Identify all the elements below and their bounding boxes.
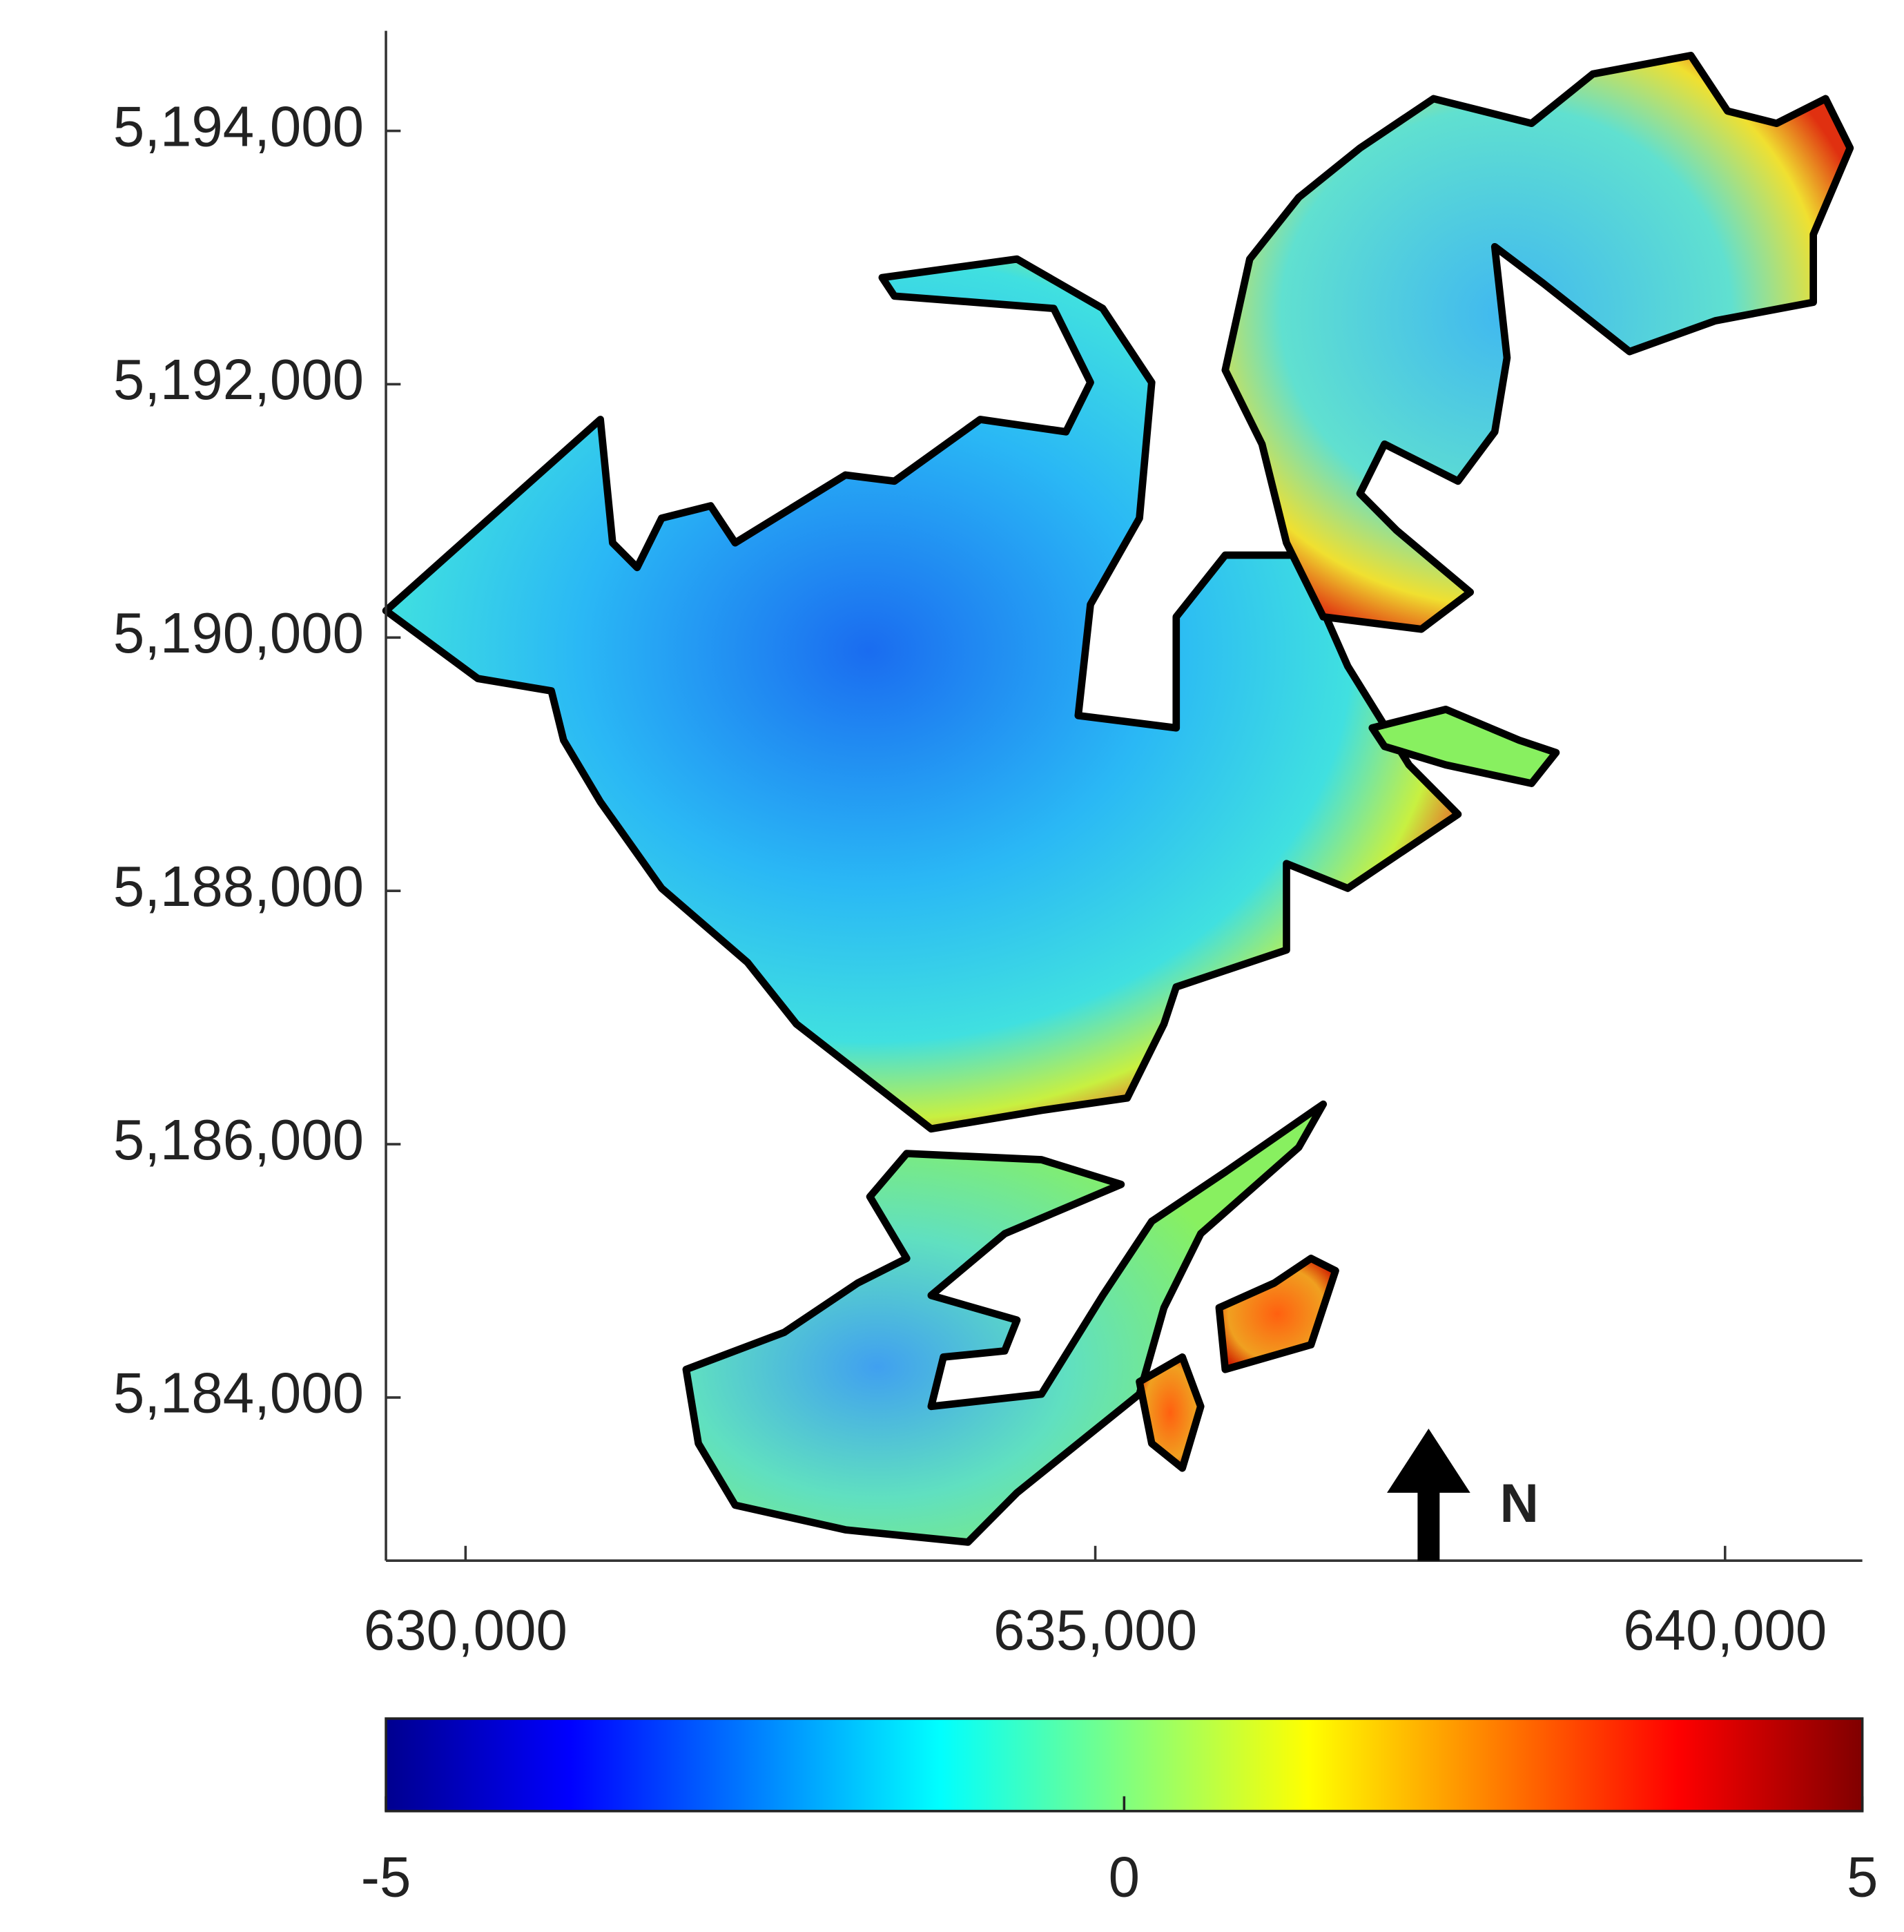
glacier-islet xyxy=(1136,1353,1205,1472)
glacier-main xyxy=(382,255,1462,1133)
colorbar xyxy=(385,1717,1864,1813)
y-tick-label: 5,188,000 xyxy=(113,856,364,918)
north-label: N xyxy=(1500,1473,1539,1534)
colorbar-tick-label: -5 xyxy=(361,1846,411,1909)
glacier-south xyxy=(682,1100,1328,1546)
north-arrow-shape xyxy=(1387,1429,1470,1561)
y-tick-label: 5,192,000 xyxy=(113,349,364,412)
north-arrow: N xyxy=(1387,1429,1539,1561)
colorbar-tick-label: 0 xyxy=(1109,1846,1140,1909)
glacier-islet xyxy=(1215,1255,1339,1373)
y-tick-label: 5,184,000 xyxy=(113,1362,364,1424)
y-tick-label: 5,194,000 xyxy=(113,95,364,158)
glacier-northeast xyxy=(1221,52,1854,633)
y-tick-label: 5,186,000 xyxy=(113,1109,364,1172)
x-tick-label: 635,000 xyxy=(993,1599,1197,1662)
glacier-east-strip xyxy=(1368,706,1560,787)
x-tick-label: 630,000 xyxy=(364,1599,567,1662)
y-tick-label: 5,190,000 xyxy=(113,602,364,665)
colorbar-tick-label: 5 xyxy=(1847,1846,1878,1909)
x-tick-label: 640,000 xyxy=(1623,1599,1827,1662)
glacier-map xyxy=(382,52,1854,1546)
